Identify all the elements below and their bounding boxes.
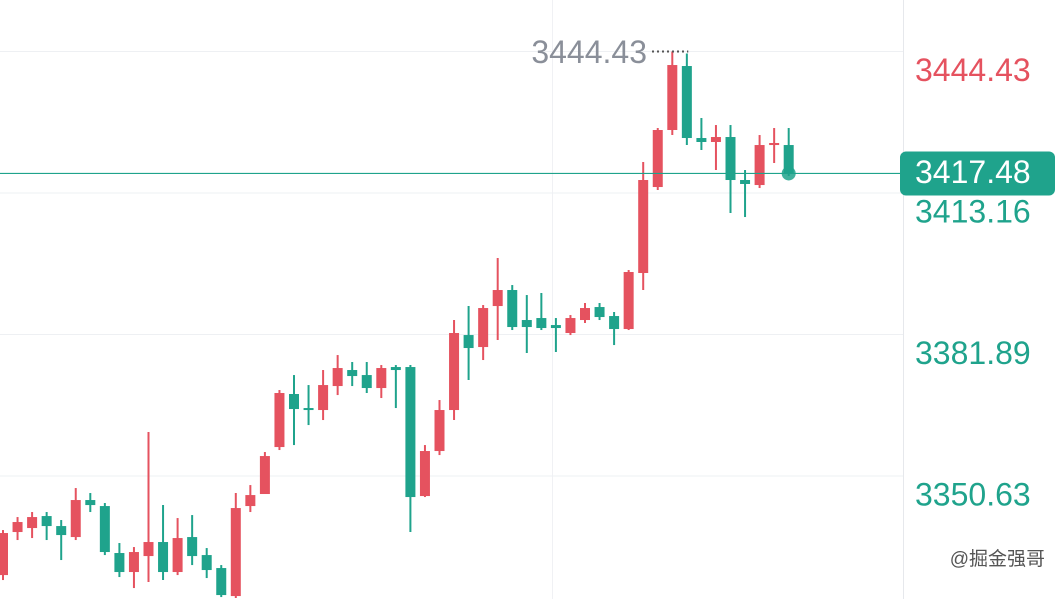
- candle-body: [128, 552, 139, 573]
- candle-body: [652, 130, 663, 188]
- candle-body: [492, 290, 503, 307]
- candle-body: [725, 137, 736, 181]
- candle-body: [0, 533, 8, 576]
- candle-body: [463, 335, 474, 349]
- candle-body: [783, 145, 794, 174]
- max-marker-label: 3444.43: [531, 34, 647, 70]
- y-tick-label: 3413.16: [915, 193, 1031, 229]
- candle-body: [361, 375, 372, 389]
- candle-body: [550, 325, 561, 329]
- candle-body: [609, 316, 620, 330]
- current-price-label: 3417.48: [915, 154, 1031, 190]
- candle-body: [158, 542, 169, 573]
- y-tick-label: 3381.89: [915, 335, 1031, 371]
- candle-body: [449, 333, 460, 411]
- candle-body: [318, 385, 329, 411]
- candle-body: [681, 66, 692, 139]
- candle-body: [41, 516, 52, 527]
- candle-body: [390, 367, 401, 371]
- candle-body: [594, 307, 605, 318]
- candle-body: [332, 368, 343, 387]
- candle-body: [478, 308, 489, 348]
- candle-body: [507, 290, 518, 328]
- candle-body: [710, 137, 721, 143]
- candle-body: [259, 456, 270, 495]
- candle-body: [274, 393, 285, 448]
- watermark: @掘金强哥: [950, 548, 1045, 570]
- y-tick-label: 3350.63: [915, 476, 1031, 512]
- candle-body: [376, 368, 387, 389]
- candle-body: [434, 410, 445, 452]
- candle-body: [143, 542, 154, 557]
- candle-body: [521, 320, 532, 328]
- candle-body: [99, 506, 110, 553]
- candle-body: [580, 308, 590, 321]
- candle-body: [216, 568, 227, 596]
- candle-body: [12, 522, 23, 533]
- candle-body: [187, 537, 198, 557]
- candle-body: [289, 394, 299, 410]
- candle-body: [565, 318, 576, 334]
- candle-body: [623, 272, 634, 330]
- candle-body: [27, 517, 38, 529]
- candle-body: [303, 408, 314, 411]
- candle-body: [536, 318, 547, 329]
- candle-body: [754, 145, 765, 186]
- candle-body: [769, 142, 780, 146]
- candle-body: [201, 555, 212, 571]
- current-price-box: [900, 151, 1055, 196]
- candle-body: [667, 65, 678, 131]
- candle-body: [740, 180, 751, 184]
- y-tick-label: 3444.43: [915, 52, 1031, 88]
- candle-body: [56, 526, 67, 536]
- current-price-dot: [781, 166, 796, 181]
- candle-body: [85, 500, 96, 506]
- candle-body: [172, 538, 183, 573]
- candle-body: [405, 367, 416, 498]
- candle-body: [638, 180, 649, 274]
- candle-body: [114, 553, 125, 573]
- candle-body: [230, 508, 241, 597]
- candle-body: [245, 495, 256, 507]
- candle-body: [419, 451, 430, 497]
- candle-body: [70, 500, 81, 538]
- candle-body: [347, 370, 358, 377]
- candle-body: [696, 138, 707, 143]
